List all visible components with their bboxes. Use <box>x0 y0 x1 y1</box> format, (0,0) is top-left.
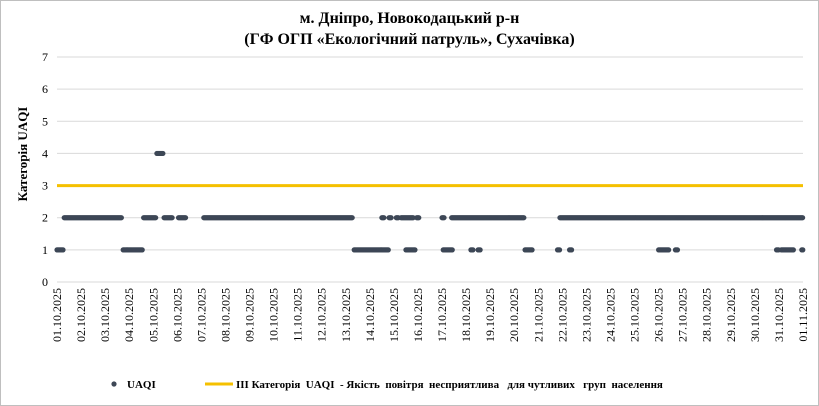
legend-uaqi-marker <box>111 381 117 387</box>
x-tick-label: 12.10.2025 <box>315 288 329 342</box>
uaqi-point <box>666 247 672 253</box>
x-tick-label: 08.10.2025 <box>218 288 232 342</box>
x-tick-label: 26.10.2025 <box>652 288 666 342</box>
legend: UAQI III Категорія UAQI - Якість повітря… <box>111 379 663 391</box>
x-tick-label: 03.10.2025 <box>98 288 112 342</box>
x-tick-label: 09.10.2025 <box>243 288 257 342</box>
x-tick-label: 05.10.2025 <box>146 288 160 342</box>
uaqi-point <box>388 215 394 221</box>
uaqi-point <box>477 247 483 253</box>
x-tick-label: 28.10.2025 <box>700 288 714 342</box>
uaqi-point <box>568 247 575 253</box>
x-tick-label: 06.10.2025 <box>170 288 184 342</box>
uaqi-point <box>470 247 476 253</box>
x-tick-label: 23.10.2025 <box>579 288 593 342</box>
x-tick-label: 11.10.2025 <box>291 288 305 342</box>
uaqi-point <box>385 247 391 253</box>
uaqi-point <box>556 247 563 253</box>
x-tick-label: 01.11.2025 <box>796 288 810 342</box>
uaqi-point <box>182 215 189 221</box>
x-tick-label: 15.10.2025 <box>387 288 401 342</box>
x-tick-label: 17.10.2025 <box>435 288 449 342</box>
y-tick-label: 6 <box>42 82 48 96</box>
y-tick-label: 2 <box>42 211 48 225</box>
x-tick-labels: 01.10.2025 02.10.2025 03.10.2025 04.10.2025… <box>50 288 810 342</box>
x-tick-label: 02.10.2025 <box>74 288 88 342</box>
y-tick-label: 1 <box>42 243 48 257</box>
chart-title: м. Дніпро, Новокодацький р-н (ГФ ОГП «Ек… <box>0 8 819 50</box>
x-tick-label: 14.10.2025 <box>363 288 377 342</box>
uaqi-point <box>349 215 355 221</box>
uaqi-point <box>381 215 387 221</box>
y-tick-label: 4 <box>42 146 48 160</box>
uaqi-point <box>790 247 796 253</box>
grid-lines <box>57 56 803 283</box>
uaqi-point <box>800 247 806 253</box>
uaqi-point <box>674 247 681 253</box>
y-tick-label: 7 <box>42 50 48 64</box>
y-tick-labels: 0 1 2 3 4 5 6 7 <box>42 50 48 289</box>
y-tick-label: 0 <box>42 275 48 289</box>
legend-uaqi-label: UAQI <box>127 379 156 391</box>
y-axis-label: Категорія UAQI <box>15 107 30 202</box>
uaqi-point <box>441 215 447 221</box>
uaqi-point <box>169 215 175 221</box>
x-tick-label: 30.10.2025 <box>748 288 762 342</box>
uaqi-point <box>139 247 145 253</box>
uaqi-point <box>60 247 66 253</box>
uaqi-point <box>118 215 124 221</box>
uaqi-point <box>160 150 166 157</box>
uaqi-point <box>799 215 806 221</box>
uaqi-point <box>529 247 535 253</box>
uaqi-point <box>412 247 418 253</box>
uaqi-point <box>521 215 527 221</box>
x-tick-label: 13.10.2025 <box>339 288 353 342</box>
uaqi-point <box>449 247 455 253</box>
uaqi-point <box>410 215 416 221</box>
x-tick-label: 31.10.2025 <box>772 288 786 342</box>
x-tick-label: 10.10.2025 <box>267 288 281 342</box>
x-tick-label: 07.10.2025 <box>194 288 208 342</box>
x-tick-label: 16.10.2025 <box>411 288 425 342</box>
legend-threshold-label: III Категорія UAQI - Якість повітря несп… <box>236 379 663 391</box>
uaqi-points <box>54 150 806 253</box>
x-tick-label: 29.10.2025 <box>724 288 738 342</box>
uaqi-point <box>153 215 159 221</box>
chart-title-line-1: м. Дніпро, Новокодацький р-н <box>299 10 520 27</box>
y-tick-label: 3 <box>42 179 48 193</box>
x-tick-label: 24.10.2025 <box>603 288 617 342</box>
x-tick-label: 25.10.2025 <box>628 288 642 342</box>
x-tick-label: 01.10.2025 <box>50 288 64 342</box>
x-tick-label: 19.10.2025 <box>483 288 497 342</box>
x-tick-label: 18.10.2025 <box>459 288 473 342</box>
uaqi-point <box>416 215 422 221</box>
x-tick-label: 20.10.2025 <box>507 288 521 342</box>
chart-title-line-2: (ГФ ОГП «Екологічний патруль», Сухачівка… <box>244 31 575 48</box>
x-tick-label: 04.10.2025 <box>122 288 136 342</box>
x-tick-label: 27.10.2025 <box>676 288 690 342</box>
x-tick-label: 22.10.2025 <box>555 288 569 342</box>
y-tick-label: 5 <box>42 114 48 128</box>
x-tick-label: 21.10.2025 <box>531 288 545 342</box>
